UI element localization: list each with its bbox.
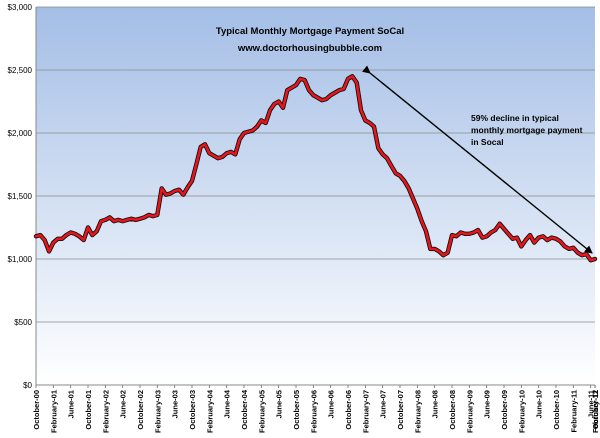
x-tick-label: October-07 <box>396 390 405 430</box>
chart-title: Typical Monthly Mortgage Payment SoCal <box>216 26 404 37</box>
x-tick-label: June-02 <box>119 390 128 418</box>
decline-arrow <box>362 65 593 254</box>
annotation-line-2: monthly mortgage payment <box>471 125 583 135</box>
x-tick-label: October-04 <box>240 389 249 429</box>
x-tick-label: October-05 <box>292 390 301 430</box>
x-tick-label: February-09 <box>465 390 474 433</box>
x-tick-label: February-02 <box>101 390 110 433</box>
y-axis-ticks: $0 $500 $1,000 $1,500 $2,000 $2,500 $3,000 <box>8 3 33 390</box>
y-tick-label: $2,500 <box>8 66 33 75</box>
x-tick-label: February-05 <box>257 390 266 433</box>
x-tick-label: February-10 <box>517 390 526 433</box>
y-tick-label: $500 <box>14 318 32 327</box>
x-tick-label: June-07 <box>379 390 388 418</box>
y-tick-label: $1,000 <box>8 255 33 264</box>
x-tick-label: October-01 <box>84 390 93 430</box>
x-tick-label: June-04 <box>223 389 232 418</box>
x-tick-label: February-04 <box>205 389 214 433</box>
y-tick-label: $0 <box>23 381 32 390</box>
gridlines <box>36 6 595 323</box>
x-tick-label: June-10 <box>535 390 544 418</box>
x-tick-label: June-08 <box>431 390 440 418</box>
x-tick-label: June-06 <box>327 390 336 418</box>
x-tick-label: February-08 <box>413 390 422 433</box>
x-tick-label: June-03 <box>171 390 180 418</box>
x-tick-label: June-11 <box>587 390 596 418</box>
x-tick-label: October-08 <box>448 390 457 430</box>
x-tick-label: June-05 <box>275 390 284 418</box>
x-tick-label: October-06 <box>344 390 353 430</box>
annotation-line-3: in Socal <box>471 137 504 147</box>
x-tick-label: February-12 <box>591 390 600 433</box>
x-tick-label: February-07 <box>361 390 370 433</box>
x-tick-label: October-09 <box>500 390 509 430</box>
x-tick-label: October-11 <box>591 390 600 429</box>
x-tick-label: June-09 <box>483 390 492 418</box>
x-tick-label: June-01 <box>67 390 76 418</box>
x-tick-label: February-11 <box>569 390 578 433</box>
y-tick-label: $1,500 <box>8 192 33 201</box>
x-tick-label: October-10 <box>552 390 561 430</box>
y-tick-label: $2,000 <box>8 129 33 138</box>
y-tick-label: $3,000 <box>8 3 33 12</box>
x-axis-ticks: October-00 February-01 June-01 October-01 Fe… <box>32 385 600 433</box>
x-tick-label: February-03 <box>153 390 162 433</box>
x-tick-label: February-06 <box>309 390 318 433</box>
chart-subtitle: www.doctorhousingbubble.com <box>237 43 382 54</box>
x-tick-label: February-01 <box>49 390 58 433</box>
annotation-line-1: 59% decline in typical <box>471 113 559 123</box>
x-tick-label: October-02 <box>136 390 145 430</box>
x-tick-label: October-00 <box>32 390 41 430</box>
x-tick-label: October-03 <box>188 390 197 430</box>
